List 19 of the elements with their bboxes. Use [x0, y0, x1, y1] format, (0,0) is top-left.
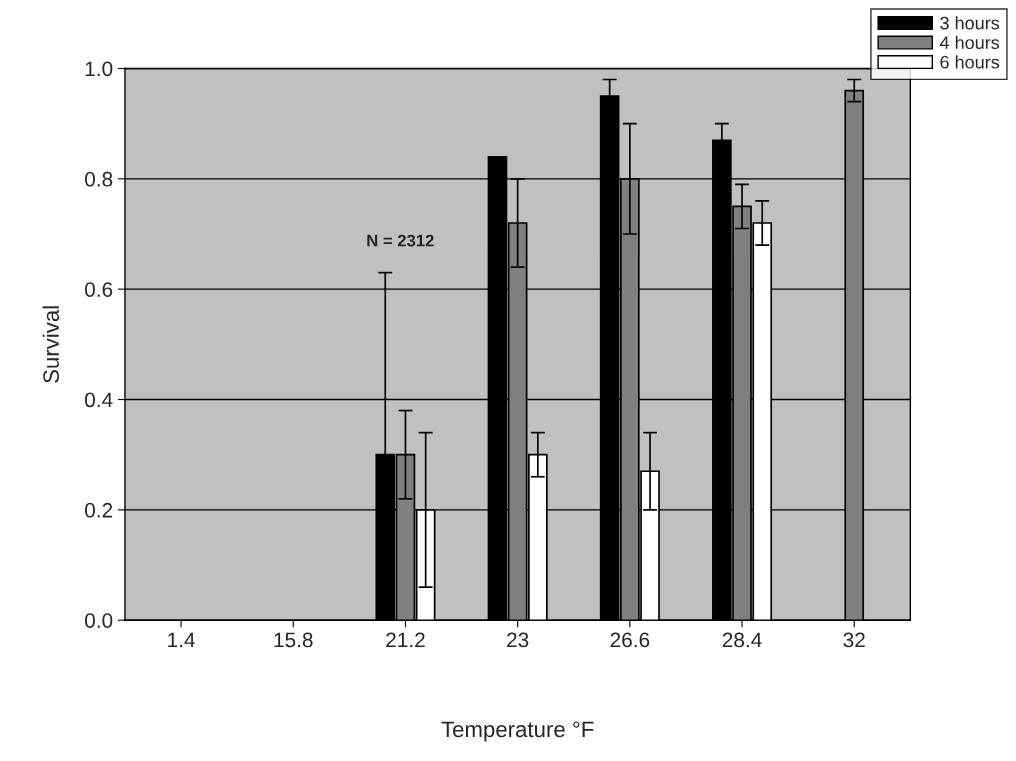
- legend-label: 4 hours: [939, 35, 1000, 50]
- x-tick-label: 23: [507, 632, 529, 648]
- x-axis-title: Temperature °F: [441, 721, 594, 742]
- x-tick-label: 26.6: [610, 632, 650, 648]
- x-tick-label: 32: [843, 632, 865, 648]
- y-tick-label: 0.2: [85, 502, 113, 518]
- y-tick-label: 0.6: [85, 282, 113, 297]
- y-tick-label: 0.8: [85, 171, 113, 187]
- x-tick-label: 21.2: [386, 632, 425, 648]
- x-tick-label: 28.4: [722, 632, 762, 648]
- y-tick-label: 0.4: [85, 392, 113, 408]
- y-axis-title: Survival: [42, 306, 59, 383]
- y-tick-label: 1.0: [85, 61, 113, 77]
- x-tick-label: 15.8: [274, 632, 313, 648]
- x-tick-label: 1.4: [168, 632, 195, 648]
- annotation: N = 2312: [367, 234, 434, 247]
- legend-label: 3 hours: [940, 16, 1000, 30]
- legend-label: 6 hours: [940, 55, 1000, 69]
- y-tick-label: 0.0: [85, 613, 113, 628]
